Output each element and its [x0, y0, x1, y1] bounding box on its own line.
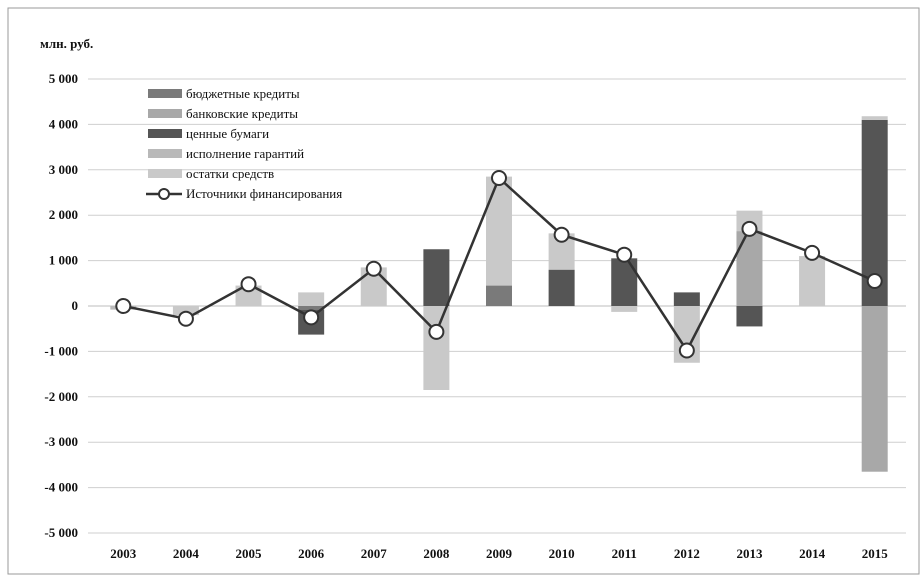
bar	[486, 176, 512, 286]
x-tick-label: 2009	[486, 546, 513, 561]
legend: бюджетные кредиты банковские кредиты ценны…	[146, 86, 342, 201]
x-tick-label: 2003	[110, 546, 137, 561]
y-axis-unit-label: млн. руб.	[40, 36, 93, 51]
legend-marker	[158, 188, 170, 200]
line-point	[804, 244, 821, 261]
bar	[548, 269, 575, 306]
legend-label: бюджетные кредиты	[186, 86, 300, 101]
bar	[298, 292, 325, 306]
legend-swatch	[148, 109, 182, 118]
bar	[235, 285, 262, 306]
bar	[423, 249, 450, 306]
legend-swatch	[148, 89, 182, 98]
x-tick-label: 2004	[173, 546, 200, 561]
legend-label: банковские кредиты	[186, 106, 298, 121]
bar	[611, 258, 638, 306]
y-tick-label: -5 000	[44, 525, 78, 540]
bar	[172, 306, 199, 316]
y-tick-label: 0	[72, 298, 79, 313]
y-tick-label: 5 000	[49, 71, 78, 86]
line-point	[678, 342, 695, 359]
line-point	[616, 246, 633, 263]
x-tick-label: 2015	[862, 546, 889, 561]
bar	[673, 292, 700, 306]
line-point	[115, 298, 132, 314]
bar	[486, 285, 512, 306]
y-tick-label: 2 000	[49, 207, 78, 222]
line-point	[240, 276, 257, 293]
bar	[611, 306, 638, 312]
line-point	[365, 260, 382, 277]
bar	[736, 306, 763, 327]
legend-label: ценные бумаги	[186, 126, 269, 141]
bar	[298, 306, 325, 310]
line-point	[491, 169, 507, 186]
x-tick-label: 2006	[298, 546, 325, 561]
line-point	[177, 310, 194, 327]
line-point	[553, 226, 570, 243]
x-tick-label: 2007	[361, 546, 388, 561]
financing-sources-line	[115, 169, 883, 359]
line-point	[303, 309, 320, 326]
bar	[861, 306, 888, 472]
y-tick-label: 3 000	[49, 162, 78, 177]
legend-label: исполнение гарантий	[186, 146, 304, 161]
line-point	[428, 323, 445, 340]
y-tick-label: -2 000	[44, 389, 78, 404]
x-tick-label: 2010	[549, 546, 575, 561]
x-tick-label: 2012	[674, 546, 700, 561]
legend-swatch	[148, 149, 182, 158]
x-tick-label: 2008	[423, 546, 450, 561]
x-tick-label: 2011	[612, 546, 637, 561]
line-point	[866, 273, 883, 290]
chart-frame	[7, 7, 920, 575]
y-tick-label: 4 000	[49, 116, 78, 131]
legend-swatch	[148, 129, 182, 138]
y-tick-label: -3 000	[44, 434, 78, 449]
y-tick-label: 1 000	[49, 253, 78, 268]
bar	[799, 256, 826, 306]
x-tick-labels: 2003 2004 2005 2006 2007 2008 2009 2010 2011 2012…	[110, 546, 888, 561]
x-tick-label: 2014	[799, 546, 826, 561]
line-point	[741, 220, 758, 237]
y-tick-label: -4 000	[44, 480, 78, 495]
y-tick-labels: 5 000 4 000 3 000 2 000 1 000 0 -1 000 -2 000 -3…	[44, 71, 78, 540]
y-tick-label: -1 000	[44, 343, 78, 358]
legend-label: Источники финансирования	[186, 186, 342, 201]
bar	[736, 231, 763, 306]
bar	[423, 306, 450, 390]
legend-label: остатки средств	[186, 166, 274, 181]
x-tick-label: 2005	[236, 546, 263, 561]
bar	[861, 116, 888, 120]
legend-swatch	[148, 169, 182, 178]
x-tick-label: 2013	[736, 546, 763, 561]
